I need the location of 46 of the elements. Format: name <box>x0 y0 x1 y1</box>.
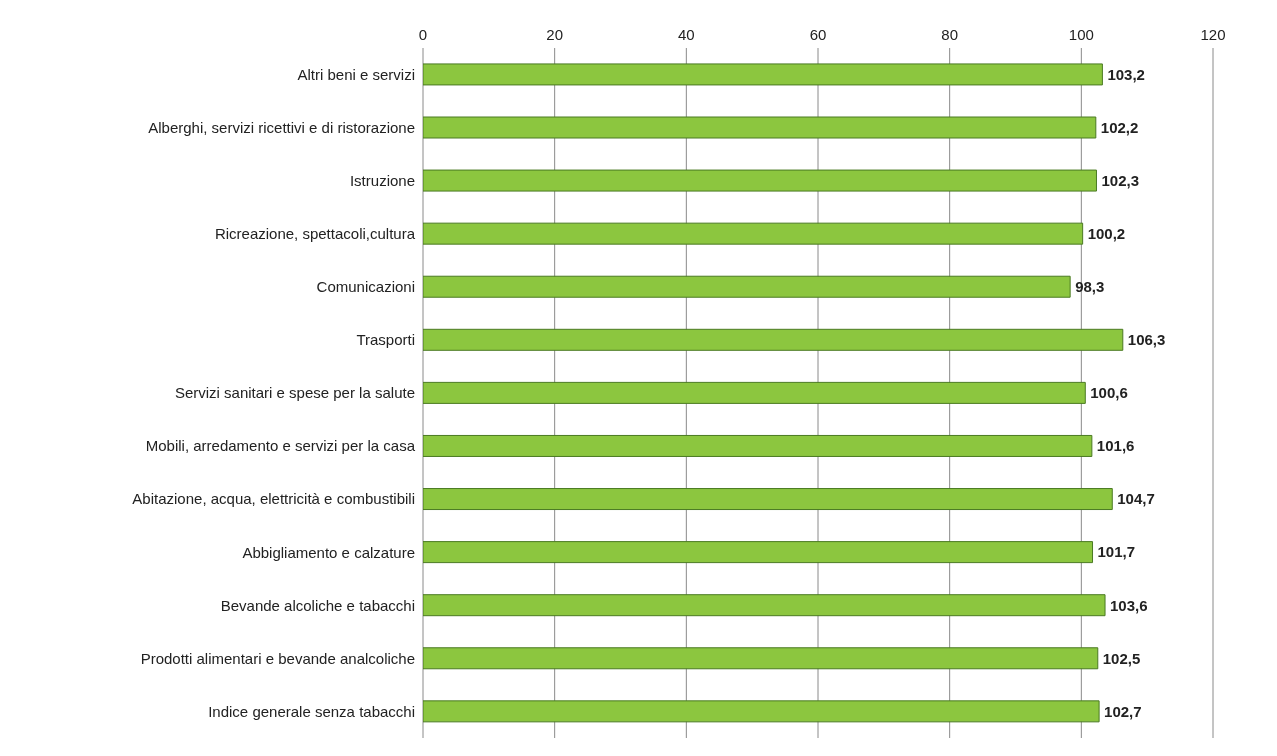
data-label: 106,3 <box>1127 331 1166 349</box>
y-tick-label: Servizi sanitari e spese per la salute <box>174 384 415 402</box>
y-tick-label: Alberghi, servizi ricettivi e di ristorazione <box>148 118 415 136</box>
bar <box>423 594 1106 617</box>
y-tick-label: Comunicazioni <box>316 278 415 296</box>
x-tick-label: 100 <box>1068 26 1094 43</box>
y-tick-label: Trasporti <box>356 331 415 349</box>
data-label: 102,2 <box>1100 118 1139 136</box>
bar <box>423 169 1097 192</box>
x-tick-label: 80 <box>941 26 959 43</box>
data-label: 101,6 <box>1096 437 1135 455</box>
data-label: 102,5 <box>1102 649 1141 667</box>
y-tick-label: Altri beni e servizi <box>297 65 415 83</box>
bar <box>423 434 1093 457</box>
bar <box>423 488 1113 511</box>
y-tick-label: Ricreazione, spettacoli,cultura <box>214 225 416 243</box>
data-label: 98,3 <box>1075 278 1105 296</box>
data-label: 103,2 <box>1107 65 1145 83</box>
x-tick-label: 40 <box>677 26 695 43</box>
bar <box>423 222 1084 245</box>
bar <box>423 116 1097 139</box>
data-label: 103,6 <box>1110 596 1148 614</box>
x-tick-label: 0 <box>418 26 428 43</box>
data-label: 102,3 <box>1101 171 1140 189</box>
data-label: 104,7 <box>1117 490 1155 508</box>
bar <box>423 647 1099 670</box>
y-tick-label: Abitazione, acqua, elettricità e combustibili <box>132 490 415 508</box>
x-tick-label: 20 <box>546 26 564 43</box>
y-tick-label: Mobili, arredamento e servizi per la casa <box>145 437 416 455</box>
bar <box>423 63 1103 86</box>
data-label: 102,7 <box>1104 702 1142 720</box>
x-tick-label: 120 <box>1200 26 1226 43</box>
y-tick-label: Indice generale senza tabacchi <box>208 702 415 720</box>
bar <box>423 541 1094 564</box>
y-tick-label: Bevande alcoliche e tabacchi <box>220 596 415 614</box>
bar <box>423 700 1100 723</box>
bar <box>423 381 1086 404</box>
y-tick-label: Abbigliamento e calzature <box>242 543 415 561</box>
bar <box>423 328 1124 351</box>
data-label: 100,6 <box>1090 384 1128 402</box>
data-label: 101,7 <box>1097 543 1136 561</box>
data-label: 100,2 <box>1087 224 1126 242</box>
y-tick-label: Istruzione <box>349 172 415 190</box>
bar <box>423 275 1071 298</box>
x-tick-label: 60 <box>809 26 827 43</box>
y-tick-label: Prodotti alimentari e bevande analcoliche <box>140 649 415 667</box>
